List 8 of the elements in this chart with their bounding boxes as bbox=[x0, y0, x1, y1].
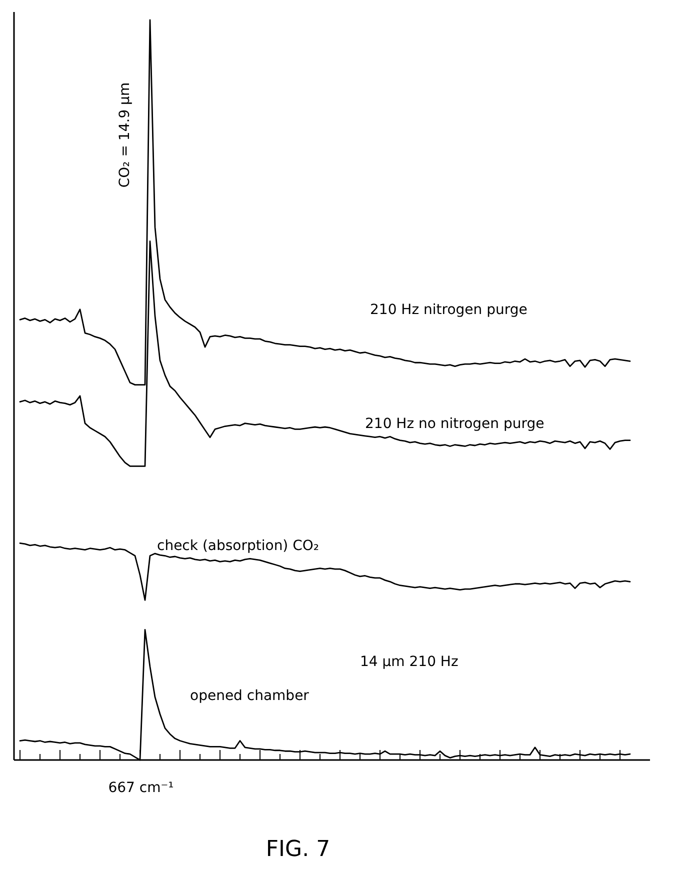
annotation: CO₂ = 14.9 μm bbox=[116, 82, 133, 188]
text: 667 cm⁻¹ bbox=[108, 780, 174, 796]
series-label: 210 Hz no nitrogen purge bbox=[365, 416, 544, 432]
series-label: check (absorption) CO₂ bbox=[157, 538, 320, 554]
caption: FIG. 7 bbox=[266, 837, 330, 862]
annotation: opened chamber bbox=[190, 688, 310, 704]
annotation: 14 μm 210 Hz bbox=[360, 654, 458, 670]
text: 210 Hz nitrogen purge bbox=[370, 302, 528, 318]
